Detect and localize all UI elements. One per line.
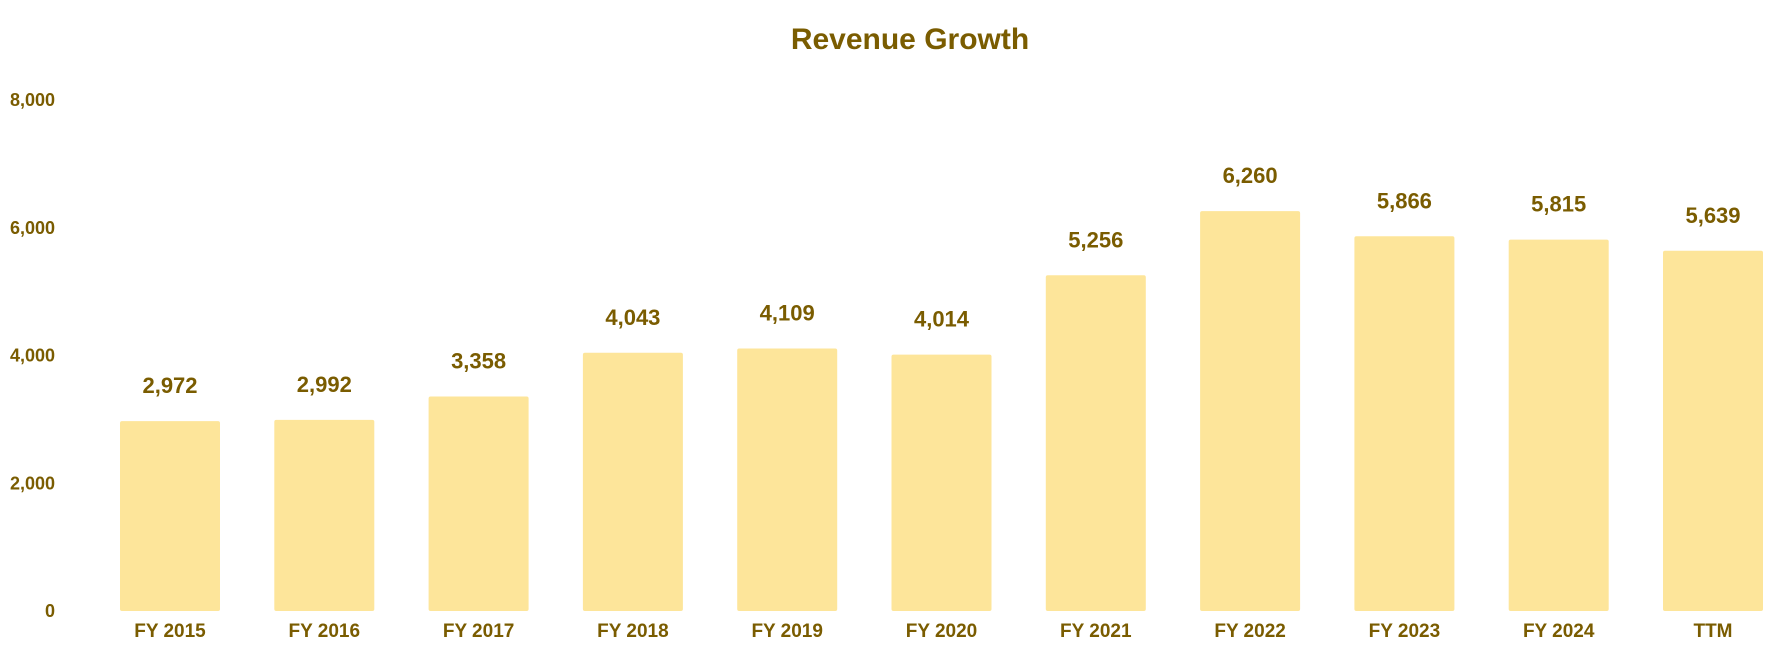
- bar: [274, 419, 375, 611]
- x-tick-label: FY 2020: [906, 621, 977, 642]
- x-tick-label: FY 2024: [1523, 621, 1595, 642]
- y-tick-label: 8,000: [10, 90, 55, 110]
- x-tick-label: FY 2017: [443, 621, 514, 642]
- x-tick-label: TTM: [1693, 621, 1732, 642]
- bar-value-label: 4,014: [914, 307, 970, 332]
- y-tick-label: 2,000: [10, 473, 55, 493]
- bar: [1200, 211, 1301, 611]
- bar: [891, 354, 992, 611]
- bar-value-label: 3,358: [451, 349, 506, 374]
- bar-value-label: 2,972: [142, 373, 197, 398]
- y-axis: 0 2,000 4,000 6,000 8,000: [10, 90, 55, 621]
- x-tick-label: FY 2015: [134, 621, 206, 642]
- bar: [1663, 250, 1763, 611]
- bar: [582, 352, 683, 611]
- bar: [428, 396, 529, 611]
- bar-value-label: 4,109: [760, 301, 815, 326]
- x-tick-label: FY 2016: [289, 621, 360, 642]
- y-tick-label: 6,000: [10, 218, 55, 238]
- bar-value-label: 2,992: [297, 372, 352, 397]
- x-tick-label: FY 2022: [1214, 621, 1285, 642]
- x-tick-label: FY 2023: [1369, 621, 1440, 642]
- bar: [1045, 275, 1146, 611]
- y-tick-label: 0: [45, 601, 55, 621]
- bar-value-label: 4,043: [605, 305, 660, 330]
- bar: [1354, 236, 1455, 611]
- x-tick-label: FY 2019: [751, 621, 822, 642]
- bar: [120, 421, 220, 611]
- chart-title: Revenue Growth: [791, 23, 1029, 56]
- bar-value-label: 5,639: [1685, 203, 1740, 228]
- bar: [1508, 239, 1609, 611]
- bar-value-label: 5,815: [1531, 192, 1586, 217]
- data-labels: 2,972 2,992 3,358 4,043 4,109 4,014 5,256 6,260…: [142, 163, 1740, 398]
- x-tick-label: FY 2021: [1060, 621, 1132, 642]
- bar-value-label: 5,256: [1068, 227, 1123, 252]
- x-tick-label: FY 2018: [597, 621, 668, 642]
- bar-value-label: 5,866: [1377, 188, 1432, 213]
- y-tick-label: 4,000: [10, 346, 55, 366]
- bar-value-label: 6,260: [1223, 163, 1278, 188]
- bar: [737, 348, 838, 611]
- x-axis: FY 2015 FY 2016 FY 2017 FY 2018 FY 2019 FY 20…: [134, 621, 1732, 642]
- bar-series: [120, 211, 1763, 611]
